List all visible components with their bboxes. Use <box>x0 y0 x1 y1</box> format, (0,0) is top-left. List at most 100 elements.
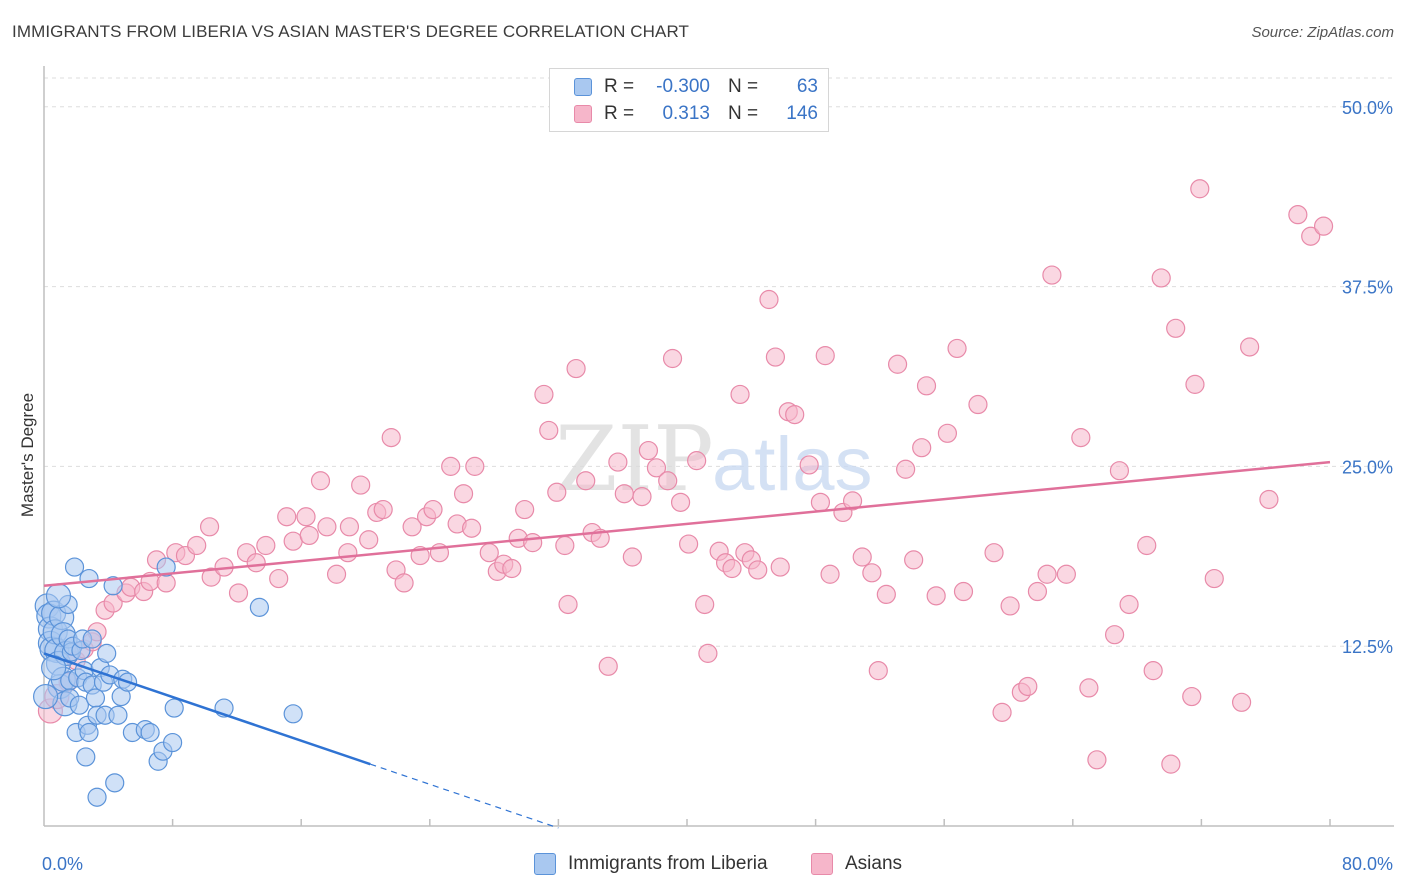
asians-point <box>381 428 401 448</box>
liberia-point <box>64 557 85 577</box>
asians-point <box>465 456 485 476</box>
liberia-point <box>85 688 106 708</box>
asians-point <box>904 550 924 570</box>
asians-point <box>1301 226 1321 246</box>
asians-point <box>876 584 896 605</box>
asians-point <box>614 484 634 504</box>
asians-point <box>441 456 461 476</box>
asians-point <box>695 594 715 615</box>
y-tick-label: 25.0% <box>1342 457 1393 477</box>
asians-point <box>937 423 958 443</box>
trend-layer <box>43 460 1331 829</box>
asians-point <box>515 499 535 520</box>
asians-point <box>199 517 220 537</box>
asians-point <box>1231 692 1252 712</box>
asians-point <box>1027 581 1048 602</box>
y-tick-label: 37.5% <box>1342 278 1393 298</box>
watermark-atlas: atlas <box>712 422 873 507</box>
legend-n-label: N = <box>728 76 759 97</box>
legend-row-liberia: R = -0.300 N = 63 <box>574 75 818 99</box>
liberia-point <box>103 576 123 596</box>
asians-point <box>566 358 586 379</box>
asians-point <box>968 394 988 415</box>
y-axis-label: Master's Degree <box>18 393 37 517</box>
asians-point <box>842 491 863 511</box>
asians-point <box>926 586 946 606</box>
asians-point <box>1204 568 1224 589</box>
legend-swatch-blue <box>534 853 556 875</box>
legend-label-asians: Asians <box>845 853 903 874</box>
liberia-point <box>283 704 303 724</box>
asians-point <box>1104 625 1125 645</box>
asians-point <box>1259 489 1279 510</box>
liberia-point <box>108 705 128 725</box>
asians-point <box>1240 337 1260 357</box>
liberia-point <box>33 683 59 710</box>
asians-point <box>662 348 683 369</box>
asians-point <box>608 452 628 472</box>
asians-point <box>256 535 276 556</box>
legend-r-value: -0.300 <box>656 76 710 97</box>
asians-point <box>523 533 543 553</box>
asians-trend-line <box>43 460 1331 588</box>
legend-row-asians: R = 0.313 N = 146 <box>574 102 818 126</box>
liberia-point <box>140 722 160 743</box>
legend-n-value: 146 <box>786 103 818 124</box>
asians-point <box>299 525 319 546</box>
asians-point <box>1161 754 1181 774</box>
liberia-point <box>156 557 176 577</box>
asians-point <box>228 583 249 603</box>
asians-point <box>1288 205 1308 225</box>
asians-point <box>1137 535 1157 556</box>
asians-point <box>326 564 347 584</box>
asians-point <box>1143 661 1163 681</box>
asians-point <box>394 573 414 593</box>
asians-point <box>351 475 371 495</box>
asians-point <box>1018 676 1038 697</box>
asians-point <box>246 553 266 573</box>
asians-point <box>896 459 916 479</box>
asians-point <box>1109 461 1130 481</box>
asians-point <box>283 531 303 551</box>
asians-point <box>310 471 331 491</box>
x-tick-label: 80.0% <box>1342 854 1393 874</box>
asians-point <box>698 643 718 663</box>
asians-point <box>1000 596 1020 616</box>
liberia-point <box>163 732 183 753</box>
asians-point <box>947 338 967 359</box>
asians-point <box>953 581 974 602</box>
asians-point <box>576 471 596 491</box>
asians-point <box>461 518 482 538</box>
asians-point <box>730 384 750 405</box>
liberia-point <box>105 773 125 793</box>
asians-point <box>269 568 289 589</box>
chart-title: IMMIGRANTS FROM LIBERIA VS ASIAN MASTER'… <box>12 22 690 41</box>
asians-point <box>534 384 554 405</box>
asians-point <box>622 547 642 567</box>
asians-point <box>815 346 835 366</box>
asians-point <box>1313 216 1334 236</box>
asians-point <box>1151 268 1171 288</box>
asians-point <box>277 507 297 527</box>
x-tick-label: 0.0% <box>42 854 83 874</box>
liberia-point <box>87 787 107 807</box>
asians-point <box>1166 318 1186 338</box>
asians-point <box>359 530 379 550</box>
asians-point <box>1056 564 1076 584</box>
points-layer <box>33 179 1334 807</box>
asians-point <box>722 558 742 579</box>
asians-point <box>670 492 691 512</box>
liberia-point <box>249 597 270 617</box>
asians-point <box>770 557 790 577</box>
legend-r-value: 0.313 <box>662 103 710 124</box>
asians-point <box>339 517 360 537</box>
asians-point <box>317 517 337 537</box>
asians-point <box>1119 594 1139 615</box>
legend-n-value: 63 <box>796 76 818 97</box>
asians-point <box>547 482 567 502</box>
liberia-trend-extension <box>370 763 559 829</box>
legend-r-label: R = <box>604 76 635 97</box>
asians-point <box>1042 265 1062 285</box>
asians-point <box>201 567 221 587</box>
